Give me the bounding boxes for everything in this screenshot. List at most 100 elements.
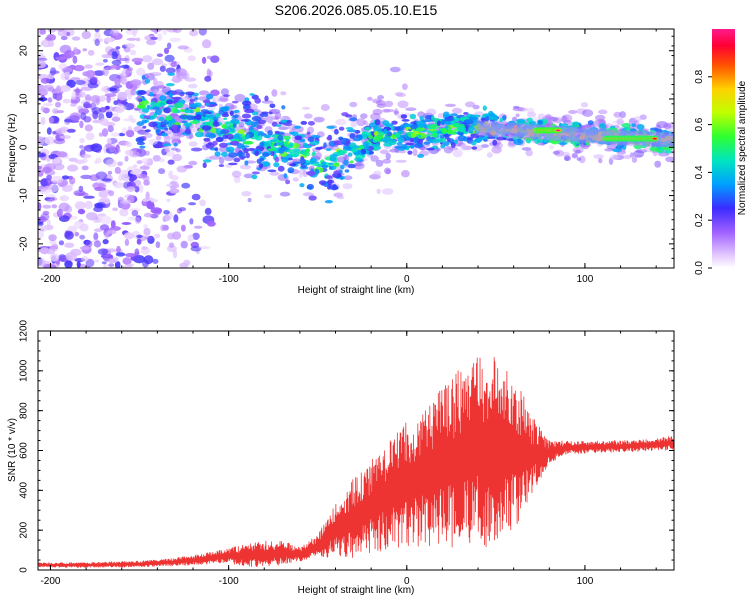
- spectrogram-cell: [136, 234, 143, 239]
- spectrogram-cell: [495, 125, 504, 129]
- spectrogram-cell: [142, 175, 150, 182]
- spectrogram-cell: [84, 124, 93, 132]
- spectrogram-cell: [171, 124, 179, 130]
- spectrogram-cell: [278, 147, 285, 154]
- spectrogram-cell: [225, 146, 235, 152]
- spectrogram-cell: [580, 102, 589, 108]
- snr-y-label: SNR (10 * v/v): [7, 418, 18, 482]
- spectrogram-cell: [294, 125, 301, 129]
- spectrogram-cell: [48, 116, 54, 124]
- y-tick-label: 600: [19, 442, 30, 459]
- spectrogram-cell: [470, 133, 480, 139]
- spectrogram-cell: [281, 105, 286, 110]
- spectrogram-cell: [64, 231, 74, 240]
- spectrogram-cell: [189, 218, 194, 225]
- spectrogram-cell: [105, 158, 117, 168]
- spectrogram-cell: [114, 166, 121, 174]
- spectrogram-cell: [383, 128, 388, 134]
- spectrogram-cell: [50, 196, 58, 201]
- spectrogram-cell: [138, 98, 143, 103]
- y-tick-label: 20: [19, 45, 30, 57]
- spectrogram-cell: [68, 157, 78, 162]
- spectrogram-cell: [445, 117, 455, 122]
- spectrogram-cell: [49, 240, 57, 245]
- spectrogram-cell: [219, 142, 228, 148]
- spectrogram-cell: [171, 91, 180, 94]
- spectrogram-cell: [173, 97, 180, 102]
- spectrogram-cell: [343, 159, 349, 166]
- spectrogram-cell: [259, 112, 269, 117]
- spectrogram-cell: [107, 125, 114, 133]
- spectrogram-cell: [374, 119, 381, 126]
- spectrogram-cell: [282, 135, 291, 140]
- spectrogram-cell: [256, 158, 262, 164]
- spectrogram-cell: [326, 125, 336, 129]
- spectrogram-cell: [594, 128, 603, 145]
- spectrogram-cell: [488, 110, 494, 116]
- spectrogram-cell: [239, 164, 252, 170]
- spectrogram-cell: [151, 58, 164, 66]
- spectrogram-cell: [232, 123, 237, 128]
- spectrogram-cell: [377, 95, 384, 100]
- spectrogram-cell: [163, 47, 170, 54]
- spectrogram-cell: [575, 126, 584, 143]
- spectrogram-cell: [481, 144, 489, 148]
- spectrogram-cell: [106, 138, 112, 145]
- spectrogram-cell: [173, 142, 178, 147]
- spectrogram-cell: [135, 137, 144, 143]
- spectrogram-cell: [597, 140, 608, 145]
- spectrogram-cell: [268, 111, 273, 115]
- spectrogram-cell: [245, 152, 250, 159]
- spectrogram-cell: [207, 106, 216, 111]
- spectrogram-cell: [152, 155, 161, 162]
- spectrogram-cell: [40, 85, 49, 94]
- spectrogram-cell: [40, 106, 46, 112]
- spectrogram-cell: [560, 123, 569, 129]
- spectrogram-cell: [251, 116, 262, 122]
- x-tick-label: 100: [577, 274, 594, 285]
- spectrogram-cell: [659, 142, 669, 146]
- spectrogram-cell: [585, 132, 590, 136]
- colorbar-tick-label: 0.4: [694, 165, 705, 179]
- spectrogram-cell: [423, 141, 431, 145]
- spectrogram-cell: [170, 61, 177, 68]
- spectrogram-cell: [165, 183, 173, 187]
- spectrogram-cell: [124, 155, 129, 162]
- spectrogram-cell: [42, 166, 52, 174]
- spectrogram-cell: [254, 97, 261, 104]
- spectrogram-cell: [65, 252, 77, 261]
- spectrogram-cell: [66, 79, 76, 88]
- spectrogram-cell: [633, 116, 642, 122]
- spectrogram-cell: [58, 215, 70, 223]
- spectrogram-cell: [59, 195, 70, 202]
- spectrogram-cell: [267, 148, 277, 152]
- spectrogram-cell: [251, 171, 260, 175]
- spectrogram-cell: [111, 59, 122, 66]
- colorbar-label: Normalized spectral amplitude: [737, 80, 748, 215]
- spectrogram-cell: [564, 129, 571, 133]
- spectrogram-cell: [652, 137, 657, 140]
- y-tick-label: 1200: [19, 319, 30, 342]
- spectrogram-cell: [328, 165, 333, 170]
- spectrogram-cell: [236, 151, 246, 158]
- spectrogram-cell: [191, 193, 201, 201]
- spectrogram-cell: [221, 124, 226, 128]
- spectrogram-cell: [636, 124, 645, 130]
- spectrogram-cell: [385, 169, 391, 175]
- snr-y-ticks: 0 200 400 600 800 1000 1200: [19, 319, 674, 573]
- spectrogram-cell: [142, 125, 147, 129]
- spectrogram-cell: [84, 200, 93, 210]
- spectrogram-cell: [333, 140, 344, 146]
- spectrogram-cell: [188, 141, 198, 147]
- spectrogram-cell: [101, 128, 109, 137]
- spectrogram-cell: [92, 119, 102, 124]
- spectrogram-cell: [243, 140, 254, 145]
- spectrogram-cell: [119, 57, 130, 62]
- spectrogram-cell: [55, 128, 67, 135]
- spectrogram-cell: [97, 213, 107, 217]
- spectrogram-cell: [55, 56, 66, 61]
- spectrogram-cell: [411, 132, 417, 138]
- spectrogram-cell: [160, 224, 166, 232]
- spectrogram-cell: [515, 132, 525, 138]
- spectrogram-cell: [162, 214, 171, 222]
